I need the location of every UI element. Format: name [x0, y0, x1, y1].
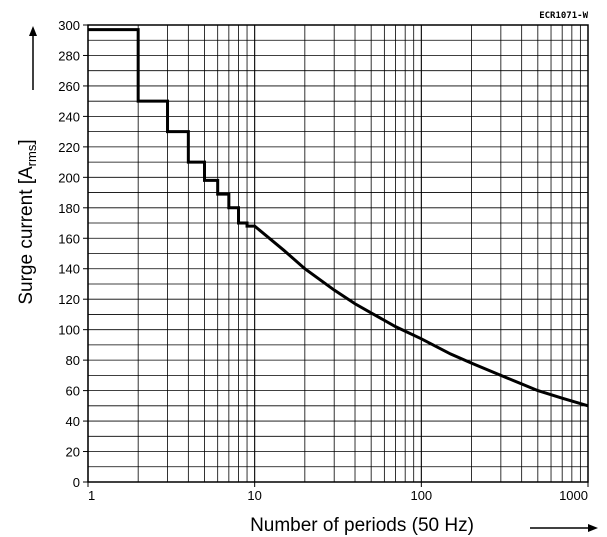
- x-axis-arrow: [530, 524, 598, 532]
- y-tick-label: 220: [58, 140, 80, 155]
- plot-frame: [87, 24, 589, 483]
- y-tick-label: 120: [58, 292, 80, 307]
- y-tick-label: 240: [58, 109, 80, 124]
- y-axis-label: Surge current [Arms]: [16, 139, 39, 304]
- y-tick-label: 60: [66, 384, 80, 399]
- x-tick-label: 1000: [559, 488, 588, 503]
- y-tick-label: 160: [58, 231, 80, 246]
- y-axis-arrow: [29, 26, 37, 90]
- y-tick-label: 260: [58, 79, 80, 94]
- y-tick-label: 80: [66, 353, 80, 368]
- figure-code: ECR1071-W: [539, 11, 588, 21]
- y-tick-label: 100: [58, 323, 80, 338]
- x-tick-label: 1: [88, 488, 95, 503]
- y-axis-label-sub: rms: [24, 144, 39, 166]
- y-tick-label: 180: [58, 201, 80, 216]
- tick-labels: 0 20 40 60 80 100 120 140 160 180 200 220 240 260 280 3…: [58, 18, 589, 503]
- y-tick-label: 140: [58, 262, 80, 277]
- y-tick-label: 40: [66, 414, 80, 429]
- x-tick-label: 10: [247, 488, 261, 503]
- y-axis-label-close: ]: [16, 139, 37, 144]
- y-tick-label: 300: [58, 18, 80, 33]
- series-line: [88, 28, 589, 408]
- y-axis-label-main: Surge current [A: [16, 166, 37, 305]
- y-tick-label: 0: [73, 475, 80, 490]
- x-tick-label: 100: [410, 488, 432, 503]
- y-tick-label: 200: [58, 170, 80, 185]
- x-axis-label: Number of periods (50 Hz): [250, 515, 474, 536]
- grid: [87, 24, 588, 483]
- y-tick-label: 280: [58, 48, 80, 63]
- y-tick-label: 20: [66, 445, 80, 460]
